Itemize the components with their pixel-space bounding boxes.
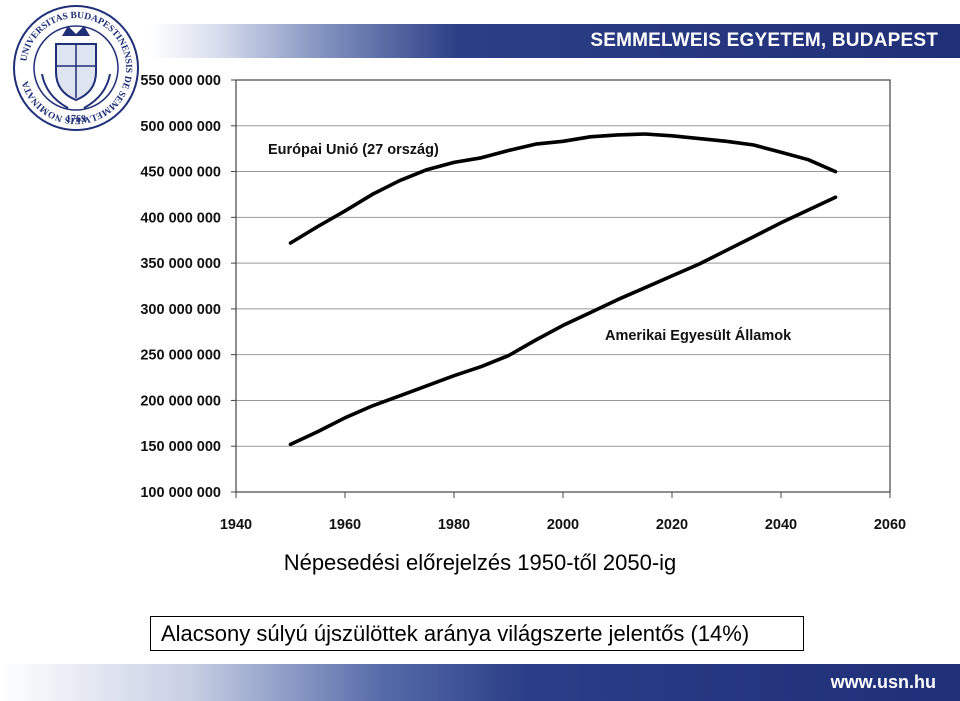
series-line-1 [288,195,838,447]
y-tick-label: 300 000 000 [140,302,221,318]
y-tick-label: 550 000 000 [140,73,221,89]
footer-bar: www.usn.hu [0,664,960,701]
y-tick-label: 350 000 000 [140,256,221,272]
series-label-1: Amerikai Egyesült Államok [605,327,792,344]
y-tick-label: 250 000 000 [140,348,221,364]
y-tick-label: 400 000 000 [140,210,221,226]
header-title: SEMMELWEIS EGYETEM, BUDAPEST [590,30,938,51]
university-seal-icon: UNIVERSITAS BUDAPESTINENSIS DE SEMMELWEI… [13,5,139,131]
x-tick-label: 2020 [656,517,688,533]
series-line-0 [288,132,838,245]
x-tick-label: 1980 [438,517,470,533]
footer-url: www.usn.hu [830,672,936,692]
y-tick-label: 200 000 000 [140,393,221,409]
header-bar: SEMMELWEIS EGYETEM, BUDAPEST [150,24,960,58]
note-box: Alacsony súlyú újszülöttek aránya világs… [150,616,804,651]
series-label-0: Európai Unió (27 ország) [268,142,439,158]
x-tick-label: 2000 [547,517,579,533]
x-tick-label: 1960 [329,517,361,533]
x-axis: 1940 1960 1980 2000 2020 2040 2060 [220,492,906,533]
series: Európai Unió (27 ország) Amerikai Egyesül… [268,132,838,447]
y-tick-label: 500 000 000 [140,119,221,135]
x-tick-label: 1940 [220,517,252,533]
chart-caption: Népesedési előrejelzés 1950-től 2050-ig [283,550,677,575]
seal-year: 1769 [66,114,86,125]
y-axis: 550 000 000 500 000 000 450 000 000 400 000… [140,73,236,501]
y-tick-label: 100 000 000 [140,485,221,501]
y-tick-label: 150 000 000 [140,439,221,455]
population-chart: 550 000 000 500 000 000 450 000 000 400 000… [140,73,906,533]
x-tick-label: 2040 [765,517,797,533]
x-tick-label: 2060 [874,517,906,533]
y-tick-label: 450 000 000 [140,165,221,181]
